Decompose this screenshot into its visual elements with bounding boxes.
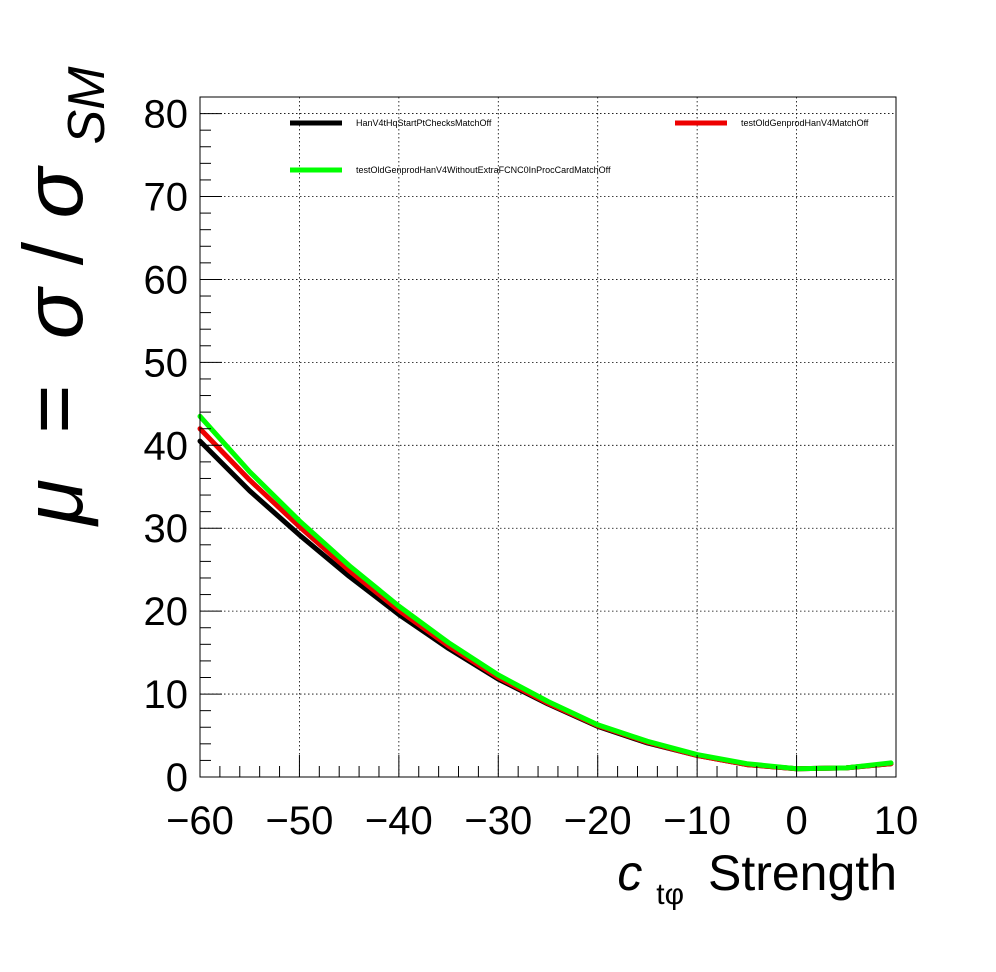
series-line-2 [197,413,894,772]
legend-label-0: HanV4tHqStartPtChecksMatchOff [356,118,492,128]
x-tick-label: −30 [464,799,532,843]
x-tick-labels: −60 −50 −40 −30 −20 −10 0 10 [166,799,918,843]
y-tick-label: 30 [144,507,189,551]
y-axis-title-subscript: SM [58,66,116,145]
grid [200,97,896,777]
y-axis-title-slash: / [6,241,100,265]
y-tick-labels: 0 10 20 30 40 50 60 70 80 [144,93,189,800]
y-axis-title: μ = σ / σ SM [6,66,116,527]
x-axis-title-symbol: c [617,845,642,901]
y-axis-title-mu: μ [6,479,100,527]
legend-label-2: testOldGenprodHanV4WithoutExtraFCNC0InPr… [356,165,611,175]
x-tick-label: 10 [874,799,919,843]
x-axis-title-subscript: tφ [656,878,684,911]
x-tick-label: −10 [663,799,731,843]
legend: HanV4tHqStartPtChecksMatchOff testOldGenp… [290,118,869,175]
series-lines [197,413,894,772]
x-tick-label: 0 [785,799,807,843]
x-axis-title-suffix: Strength [708,845,897,901]
x-tick-label: −50 [265,799,333,843]
y-tick-label: 70 [144,176,189,220]
x-axis-title: c tφ Strength [617,845,897,915]
axis-ticks [199,96,897,778]
y-tick-label: 60 [144,258,189,302]
y-axis-title-sigma-sm: σ [6,165,100,219]
x-tick-label: −40 [365,799,433,843]
plot-frame [199,96,897,778]
y-axis-title-sigma: σ [6,285,100,339]
y-tick-label: 0 [166,756,188,800]
x-tick-label: −60 [166,799,234,843]
y-tick-label: 80 [144,93,189,137]
y-tick-label: 40 [144,424,189,468]
legend-label-1: testOldGenprodHanV4MatchOff [741,118,869,128]
y-axis-title-equals: = [6,385,100,434]
y-tick-label: 50 [144,341,189,385]
y-tick-label: 20 [144,590,189,634]
x-tick-label: −20 [564,799,632,843]
y-tick-label: 10 [144,673,189,717]
